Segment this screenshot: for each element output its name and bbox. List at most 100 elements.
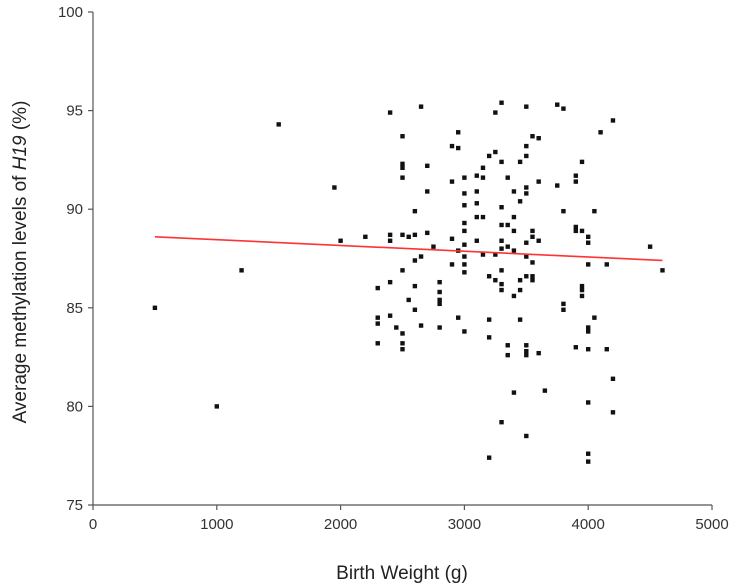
data-point <box>338 238 343 243</box>
y-tick-label: 90 <box>66 201 83 218</box>
data-point <box>499 222 504 228</box>
data-point <box>524 433 529 439</box>
data-point <box>530 274 535 279</box>
data-point <box>536 179 541 184</box>
data-point <box>524 348 529 354</box>
data-point <box>480 165 486 170</box>
data-point <box>412 208 418 214</box>
data-point <box>412 283 418 289</box>
data-point <box>387 110 393 115</box>
y-axis-title-suffix: (%) <box>10 101 31 136</box>
data-point <box>647 244 653 249</box>
data-point <box>412 232 418 238</box>
data-point <box>561 208 566 214</box>
data-point <box>530 234 535 240</box>
data-point <box>511 293 517 299</box>
x-axis-title: Birth Weight (g) <box>336 563 468 584</box>
data-point <box>394 325 399 330</box>
data-point <box>586 234 591 240</box>
data-point <box>418 104 424 109</box>
data-point <box>418 254 424 259</box>
data-point <box>604 347 609 352</box>
y-tick-label: 100 <box>58 4 83 21</box>
data-point <box>474 189 479 194</box>
data-point <box>505 222 510 228</box>
data-point <box>474 214 479 220</box>
data-point <box>579 293 585 299</box>
data-point <box>499 100 504 105</box>
y-tick-label: 95 <box>66 103 83 120</box>
data-point <box>579 283 585 289</box>
data-point <box>462 262 467 267</box>
data-point <box>375 285 380 291</box>
data-point <box>524 240 529 245</box>
data-point <box>462 242 467 247</box>
data-point <box>561 301 566 307</box>
data-point <box>505 343 510 348</box>
data-point <box>332 185 337 190</box>
data-point <box>400 232 405 238</box>
data-points <box>152 100 665 464</box>
data-point <box>511 214 517 220</box>
data-point <box>524 254 529 259</box>
data-point <box>530 228 535 234</box>
plot-area: 0 1000 2000 3000 4000 5000 75 80 85 90 95 100 <box>58 4 729 533</box>
data-point <box>486 274 492 279</box>
data-point <box>387 279 393 285</box>
data-point <box>412 307 418 312</box>
data-point <box>493 110 498 115</box>
data-point <box>530 260 535 265</box>
data-point <box>511 390 517 395</box>
data-point <box>610 376 616 381</box>
data-point <box>499 268 504 273</box>
x-tick-label: 2000 <box>324 516 357 533</box>
data-point <box>586 347 591 352</box>
data-point <box>400 341 405 346</box>
data-point <box>400 134 405 139</box>
data-point <box>406 234 411 240</box>
x-tick-label: 3000 <box>448 516 481 533</box>
data-point <box>586 240 591 245</box>
data-point <box>486 335 492 340</box>
data-point <box>536 238 541 243</box>
data-point <box>214 404 219 409</box>
data-point <box>660 268 665 273</box>
data-point <box>561 307 566 312</box>
data-point <box>375 315 380 320</box>
data-point <box>524 104 529 109</box>
data-point <box>499 238 504 243</box>
data-point <box>530 134 535 139</box>
x-tick-label: 5000 <box>695 516 728 533</box>
data-point <box>412 258 418 263</box>
data-point <box>239 268 244 273</box>
y-axis-ticks: 75 80 85 90 95 100 <box>58 4 93 514</box>
data-point <box>610 410 616 415</box>
y-axis-title: Average methylation levels of H19 (%) <box>10 101 31 424</box>
data-point <box>592 208 597 214</box>
data-point <box>480 175 486 180</box>
data-point <box>486 317 492 322</box>
data-point <box>499 159 504 165</box>
data-point <box>449 236 455 241</box>
data-point <box>400 331 405 336</box>
data-point <box>462 228 467 234</box>
data-point <box>573 224 579 230</box>
data-point <box>425 189 430 194</box>
data-point <box>586 400 591 405</box>
x-tick-label: 0 <box>89 516 97 533</box>
data-point <box>524 185 529 190</box>
data-point <box>511 228 517 234</box>
data-point <box>462 175 467 180</box>
data-point <box>499 419 504 425</box>
data-point <box>406 297 411 303</box>
data-point <box>517 287 523 293</box>
data-point <box>425 230 430 236</box>
data-point <box>387 313 393 318</box>
data-point <box>462 329 467 334</box>
trend-line <box>154 236 663 262</box>
data-point <box>505 352 510 358</box>
data-point <box>573 345 579 350</box>
y-tick-label: 85 <box>66 300 83 317</box>
data-point <box>542 388 548 393</box>
